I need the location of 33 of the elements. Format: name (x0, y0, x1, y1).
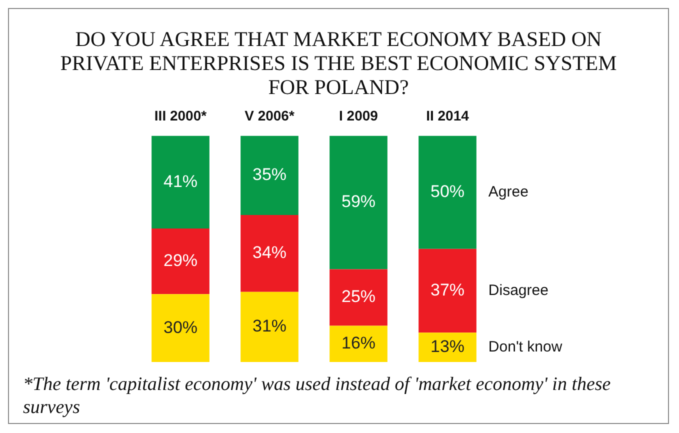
x-tick-label: II 2014 (426, 107, 470, 124)
data-label: 35% (252, 165, 287, 184)
data-label: 30% (163, 318, 198, 337)
x-tick-label: III 2000* (154, 107, 208, 124)
x-tick-label: V 2006* (244, 107, 295, 124)
bar (240, 136, 298, 215)
data-label: 37% (430, 280, 465, 300)
data-label: 50% (430, 182, 465, 202)
data-label: 16% (341, 334, 376, 353)
data-label: 13% (430, 336, 465, 356)
data-label: 25% (341, 287, 376, 306)
bar (330, 136, 388, 270)
data-label: 41% (163, 172, 198, 191)
bar (330, 326, 388, 362)
series-label: Agree (488, 183, 528, 200)
data-label: 59% (341, 192, 376, 212)
x-tick-label: I 2009 (339, 107, 378, 124)
series-label: Disagree (488, 282, 548, 299)
data-label: 31% (252, 316, 287, 336)
bar (152, 294, 210, 362)
text: *The term 'capitalist economy' was used instead of 'market economy' in these surveys (23, 373, 612, 419)
bar (240, 214, 298, 292)
data-label: 34% (252, 243, 287, 262)
bar (240, 292, 298, 362)
bar (418, 136, 476, 249)
bar (418, 332, 476, 362)
data-label: 29% (163, 251, 198, 270)
series-label: Don't know (488, 338, 562, 356)
bar (418, 248, 476, 333)
chart-title: DO YOU AGREE THAT MARKET ECONOMY BASED ON PRIVATE ENTERPRISES IS THE BEST ECONOMIC SYSTEM FOR POLAND? (59, 27, 618, 99)
bar (330, 269, 388, 326)
bar (152, 228, 210, 294)
bar (152, 136, 210, 229)
